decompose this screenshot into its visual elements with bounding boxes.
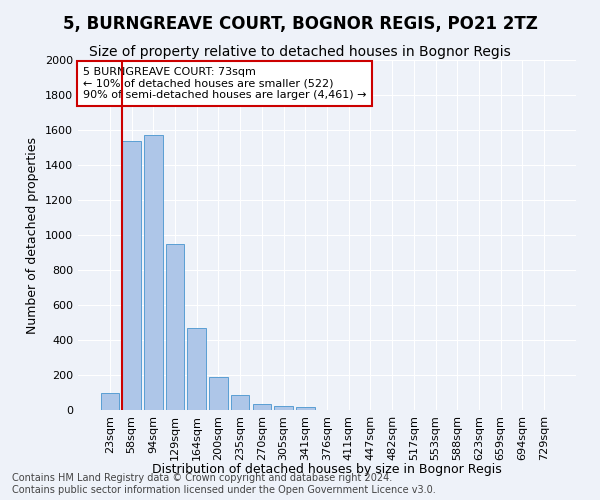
Text: 5 BURNGREAVE COURT: 73sqm
← 10% of detached houses are smaller (522)
90% of semi: 5 BURNGREAVE COURT: 73sqm ← 10% of detac… xyxy=(83,67,367,100)
Text: 5, BURNGREAVE COURT, BOGNOR REGIS, PO21 2TZ: 5, BURNGREAVE COURT, BOGNOR REGIS, PO21 … xyxy=(62,15,538,33)
Bar xyxy=(101,392,119,410)
Bar xyxy=(296,408,314,410)
Bar xyxy=(274,406,293,410)
X-axis label: Distribution of detached houses by size in Bognor Regis: Distribution of detached houses by size … xyxy=(152,463,502,476)
Bar xyxy=(144,135,163,410)
Bar xyxy=(122,140,141,410)
Bar xyxy=(231,395,250,410)
Text: Contains HM Land Registry data © Crown copyright and database right 2024.
Contai: Contains HM Land Registry data © Crown c… xyxy=(12,474,436,495)
Bar xyxy=(166,244,184,410)
Bar xyxy=(187,328,206,410)
Y-axis label: Number of detached properties: Number of detached properties xyxy=(26,136,40,334)
Bar xyxy=(209,377,227,410)
Text: Size of property relative to detached houses in Bognor Regis: Size of property relative to detached ho… xyxy=(89,45,511,59)
Bar xyxy=(253,404,271,410)
